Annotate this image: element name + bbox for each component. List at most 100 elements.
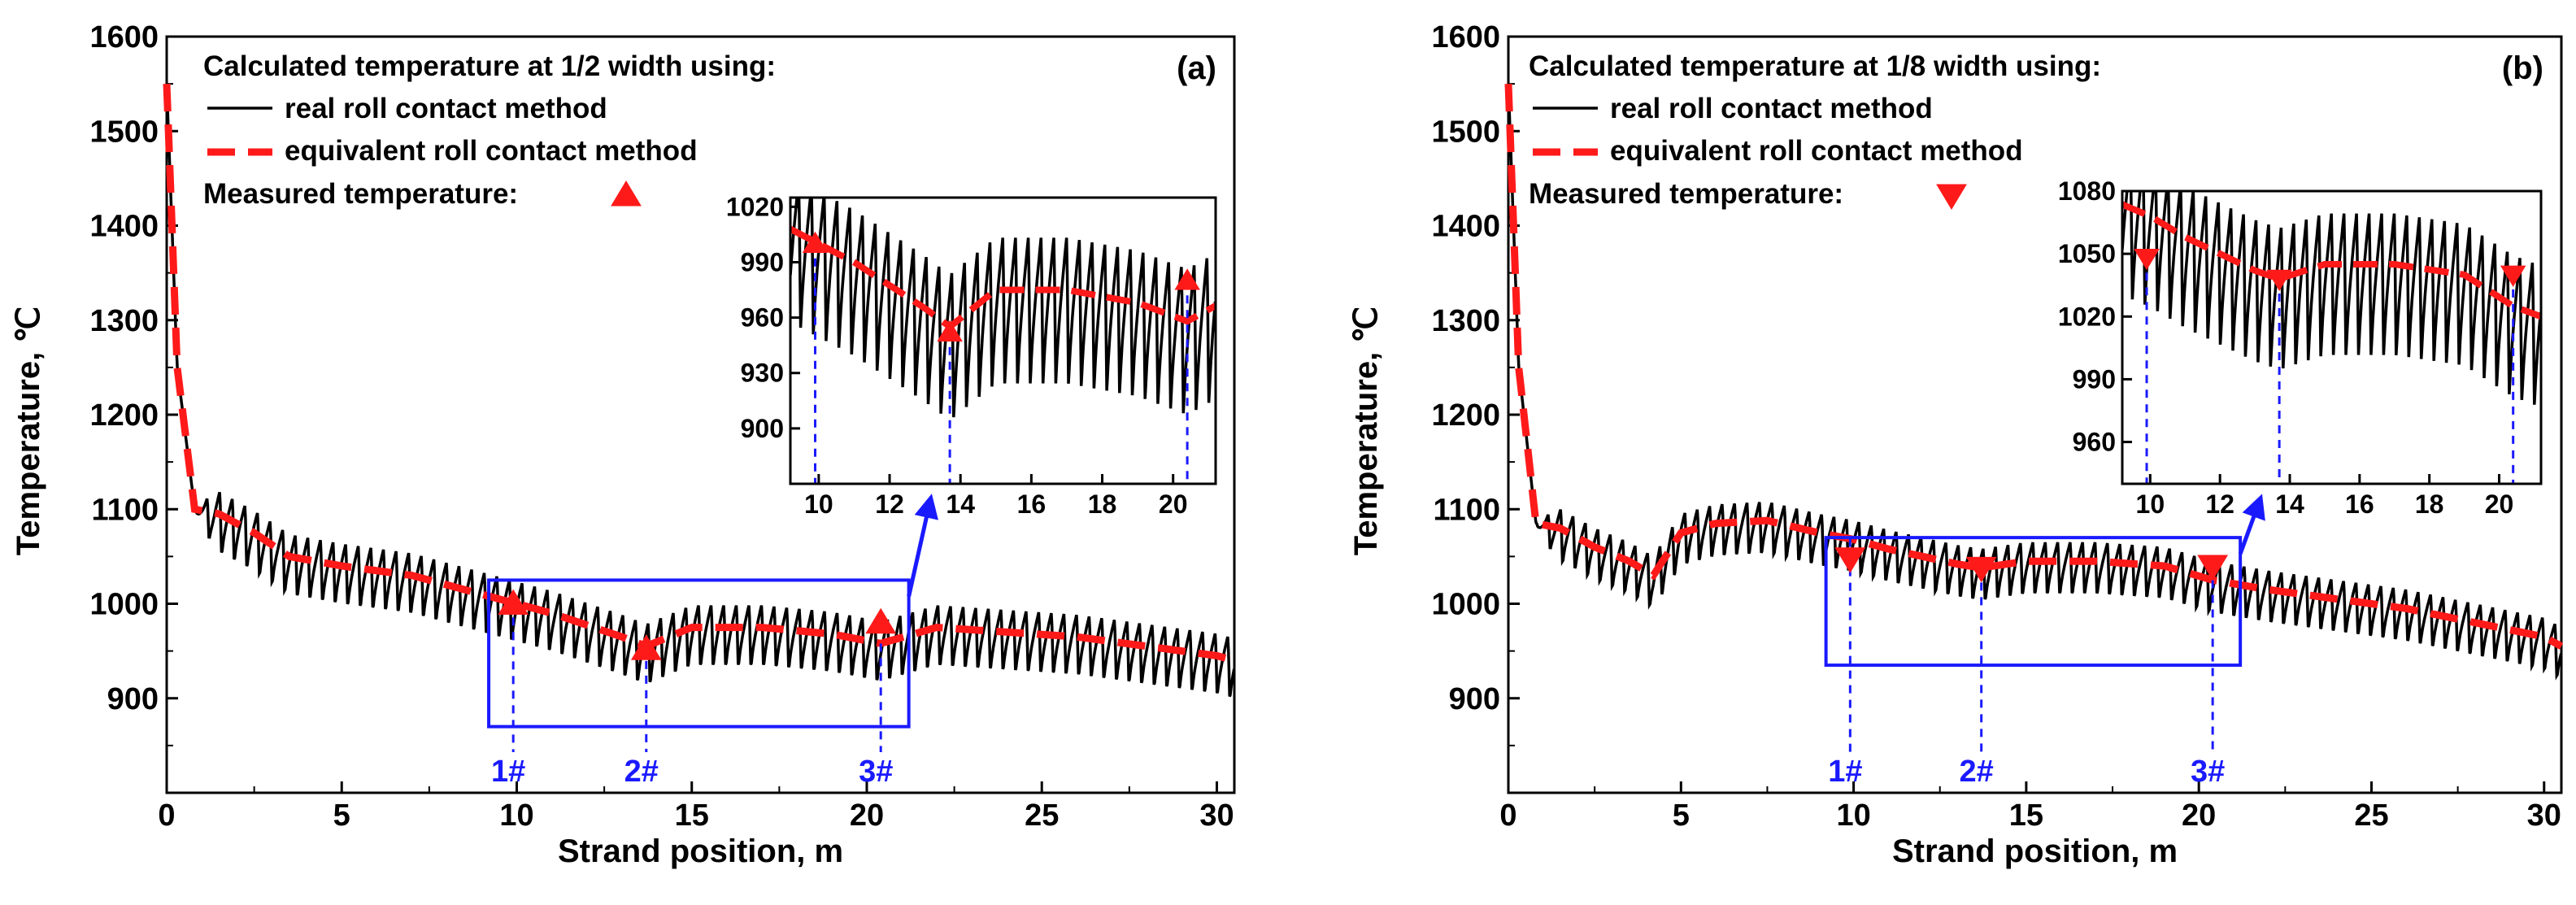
inset-real-roll-contact-line bbox=[2122, 191, 2541, 405]
zoom-box bbox=[487, 578, 911, 729]
inset-frame bbox=[789, 196, 1217, 485]
legend: Calculated temperature at 1/2 width usin… bbox=[203, 50, 776, 210]
measurement-label-3: 3# bbox=[859, 755, 893, 789]
legend-equivalent-label: equivalent roll contact method bbox=[1610, 135, 2023, 167]
legend-measured-label: Measured temperature: bbox=[203, 178, 518, 210]
inset-measured-point bbox=[2266, 269, 2292, 291]
y-tick-label: 1300 bbox=[1431, 304, 1500, 338]
inset-x-tick-label: 18 bbox=[2415, 489, 2444, 519]
zoom-box bbox=[1824, 536, 2243, 668]
inset-y-tick-label: 990 bbox=[741, 247, 784, 276]
x-tick-label: 0 bbox=[1499, 798, 1516, 833]
y-tick-label: 1400 bbox=[1431, 210, 1500, 244]
inset-equivalent-roll-contact-line bbox=[2122, 201, 2541, 320]
inset-real-roll-contact-line bbox=[790, 198, 1216, 418]
x-tick-label: 30 bbox=[2527, 798, 2561, 833]
inset-y-tick-label: 1080 bbox=[2058, 176, 2116, 206]
y-tick-label: 1500 bbox=[89, 115, 159, 149]
inset-x-tick-label: 16 bbox=[2345, 489, 2374, 519]
x-tick-label: 0 bbox=[158, 798, 175, 833]
y-tick-label: 1600 bbox=[89, 20, 159, 54]
legend-title: Calculated temperature at 1/8 width usin… bbox=[1529, 50, 2101, 82]
measured-point bbox=[1965, 556, 1997, 583]
x-tick-label: 10 bbox=[1836, 798, 1870, 833]
inset-y-tick-label: 900 bbox=[741, 414, 784, 443]
measured-point bbox=[1834, 547, 1866, 573]
inset-x-tick-label: 18 bbox=[1088, 489, 1117, 519]
zoom-arrow bbox=[907, 494, 938, 597]
real-roll-contact-line bbox=[165, 84, 1236, 698]
inset-x-tick-label: 20 bbox=[1159, 489, 1188, 519]
legend-real-label: real roll contact method bbox=[285, 93, 607, 124]
x-tick-label: 15 bbox=[675, 798, 709, 833]
x-tick-label: 5 bbox=[1673, 798, 1690, 833]
y-axis-label: Temperature, ℃ bbox=[11, 307, 46, 555]
y-axis-label: Temperature, ℃ bbox=[1348, 307, 1384, 555]
inset-x-tick-label: 12 bbox=[2205, 489, 2234, 519]
inset-measured-point bbox=[802, 231, 829, 254]
inset-measured-point bbox=[1174, 268, 1200, 290]
y-tick-label: 1600 bbox=[1431, 20, 1500, 54]
legend-measured-marker bbox=[1936, 184, 1967, 210]
x-tick-label: 30 bbox=[1199, 798, 1234, 833]
equivalent-roll-contact-line bbox=[1504, 83, 2564, 650]
panel-label: (a) bbox=[1177, 50, 1216, 86]
inset-y-tick-label: 990 bbox=[2073, 364, 2116, 394]
inset-x-tick-label: 20 bbox=[2485, 489, 2514, 519]
inset-curves bbox=[2122, 191, 2541, 484]
inset-y-tick-label: 1020 bbox=[726, 192, 784, 221]
y-tick-label: 1200 bbox=[1431, 398, 1500, 433]
measured-point bbox=[865, 607, 897, 634]
measured-point bbox=[498, 589, 529, 615]
inset-curves bbox=[790, 198, 1216, 484]
measurement-label-2: 2# bbox=[1960, 755, 1994, 789]
y-tick-label: 1100 bbox=[1434, 493, 1500, 527]
inset-measured-point bbox=[2500, 265, 2526, 287]
inset-y-tick-label: 960 bbox=[741, 303, 784, 333]
inset-x-tick-label: 14 bbox=[946, 489, 975, 519]
inset-y-tick-label: 960 bbox=[2073, 428, 2116, 457]
inset-x-tick-label: 10 bbox=[804, 489, 833, 519]
y-tick-label: 1300 bbox=[89, 304, 159, 338]
legend-equivalent-label: equivalent roll contact method bbox=[285, 135, 698, 167]
zoom-arrow bbox=[2238, 494, 2265, 555]
measurement-label-2: 2# bbox=[624, 755, 659, 789]
real-roll-contact-line bbox=[1507, 84, 2563, 681]
chart-panel-b: 0 5 10 15 20 25 30 900 1000 1100 1200 1300 1400 1500 1… bbox=[1348, 20, 2564, 869]
y-tick-label: 1000 bbox=[89, 588, 159, 622]
inset-x-tick-label: 14 bbox=[2275, 489, 2304, 519]
legend-real-label: real roll contact method bbox=[1610, 93, 1933, 124]
inset-x-tick-label: 12 bbox=[875, 489, 904, 519]
inset-frame bbox=[2121, 189, 2543, 485]
panel-label: (b) bbox=[2502, 50, 2543, 86]
measured-point bbox=[2197, 555, 2229, 581]
x-tick-label: 20 bbox=[2182, 798, 2216, 833]
x-tick-label: 15 bbox=[2009, 798, 2043, 833]
inset-plot: 10 12 14 16 18 20 960 990 1020 1050 1080 bbox=[2058, 176, 2543, 519]
measured-point bbox=[630, 634, 662, 660]
x-tick-label: 10 bbox=[499, 798, 533, 833]
legend: Calculated temperature at 1/8 width usin… bbox=[1529, 50, 2101, 210]
inset-equivalent-roll-contact-line bbox=[790, 226, 1216, 332]
inset-x-tick-label: 10 bbox=[2136, 489, 2165, 519]
x-axis-label: Strand position, m bbox=[558, 833, 843, 869]
x-axis-label: Strand position, m bbox=[1892, 833, 2178, 869]
y-tick-label: 1000 bbox=[1431, 588, 1500, 622]
measurement-label-1: 1# bbox=[491, 755, 525, 789]
measurement-label-3: 3# bbox=[2191, 755, 2225, 789]
equivalent-roll-contact-line bbox=[163, 83, 1236, 664]
inset-y-tick-label: 1020 bbox=[2058, 302, 2116, 331]
y-tick-label: 900 bbox=[1449, 682, 1500, 716]
y-tick-label: 1100 bbox=[92, 493, 159, 527]
measurement-label-1: 1# bbox=[1828, 755, 1862, 789]
y-tick-label: 1400 bbox=[89, 210, 159, 244]
x-tick-label: 20 bbox=[850, 798, 884, 833]
inset-y-tick-label: 930 bbox=[741, 359, 784, 388]
inset-plot: 10 12 14 16 18 20 900 930 960 990 1020 bbox=[726, 192, 1217, 519]
legend-measured-marker bbox=[611, 181, 642, 207]
y-tick-label: 1200 bbox=[89, 398, 159, 433]
chart-panel-a: 0 5 10 15 20 25 30 900 1000 1100 1200 1300 1400 1500 1… bbox=[11, 20, 1236, 869]
legend-title: Calculated temperature at 1/2 width usin… bbox=[203, 50, 776, 82]
inset-measured-point bbox=[2134, 249, 2160, 271]
